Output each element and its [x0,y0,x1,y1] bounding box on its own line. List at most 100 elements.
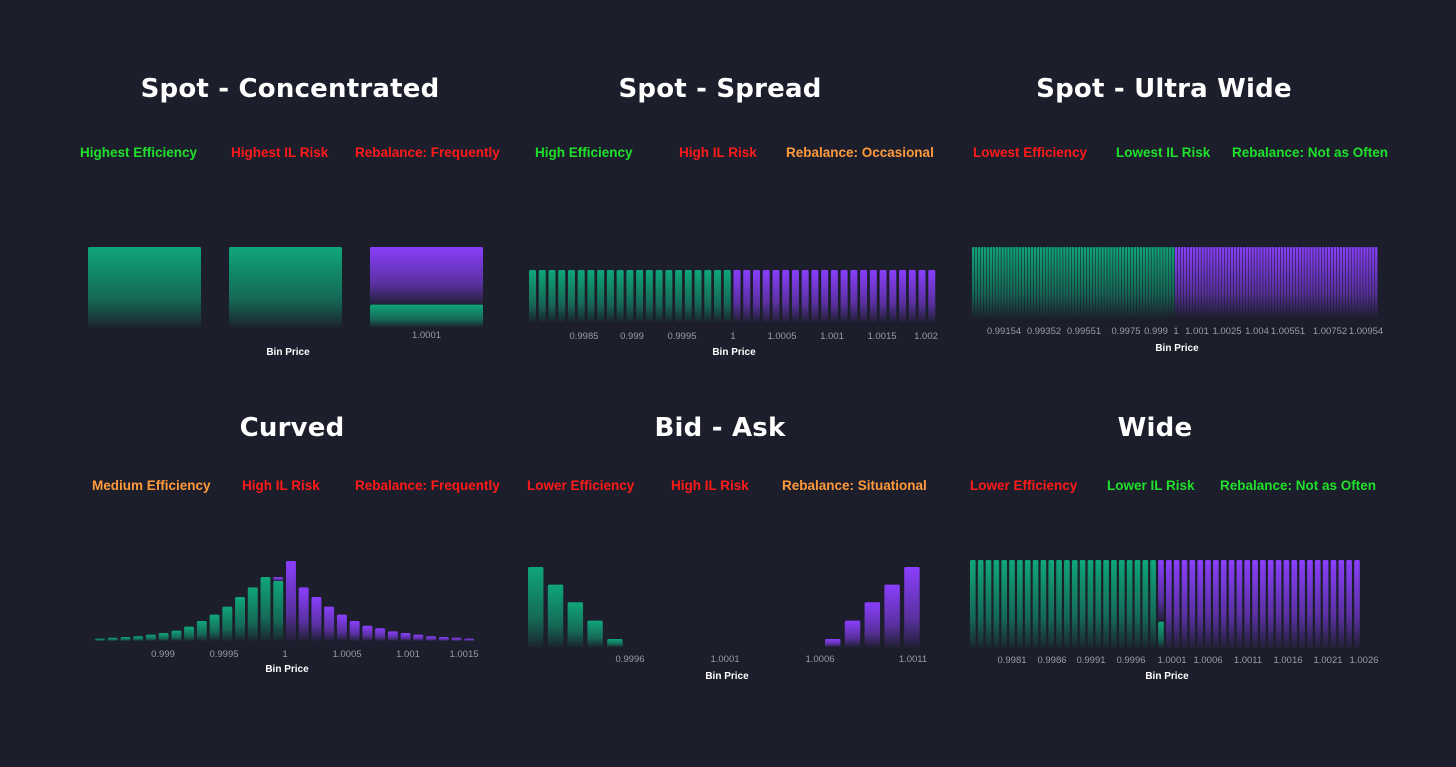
bar-purple [762,270,770,322]
bar-green [1071,560,1078,648]
bar-purple [311,597,322,641]
bar-purple [1283,560,1290,648]
bar-green [558,270,566,322]
bar-purple [733,270,741,322]
bar-green [1024,247,1028,317]
bar-purple [1351,247,1354,317]
x-tick-label: 1.001 [820,331,844,342]
bar-green [1048,247,1051,317]
x-tick-label: 1.0011 [1234,655,1262,666]
chart-spot-concentrated: 1.0001 Bin Price [88,247,483,358]
bar-purple [899,270,907,322]
x-tick-label: 1.00954 [1349,326,1383,337]
bar-green [626,270,634,322]
x-tick-label: 0.9996 [615,654,644,665]
bar-purple [1307,560,1313,648]
x-axis-label: Bin Price [1145,671,1189,682]
chart-wide: 0.9981 0.9986 0.9991 0.9996 1.0001 1.0006 1.00… [970,560,1379,682]
bar-purple [889,270,897,322]
bar-purple [1236,560,1243,648]
tag-efficiency: High Efficiency [535,145,633,160]
bar-purple [904,567,920,647]
tag-rebalance: Rebalance: Occasional [786,145,934,160]
bar-green [196,621,207,641]
bar-purple [1310,247,1313,317]
bar-green [1160,247,1163,317]
bar-purple [1292,247,1296,317]
x-tick-label: 1 [1173,326,1178,337]
bar-green [209,614,220,641]
bar-green [1166,247,1169,317]
tag-il-risk: Lowest IL Risk [1116,145,1211,160]
x-axis-label: Bin Price [705,671,749,682]
bar-green [567,270,575,322]
bar-green [1057,247,1060,317]
x-tick-label: 0.9995 [667,331,696,342]
bar-green [1064,560,1070,648]
bar-purple [1252,560,1258,648]
bar-purple [362,625,373,641]
bar-purple [1186,247,1190,317]
bar-green [1095,560,1102,648]
x-tick-label: 0.9986 [1037,655,1066,666]
bar-green [983,247,987,317]
bar-purple [1291,560,1298,648]
x-tick-label: 1 [730,331,735,342]
bar-purple [1195,247,1198,317]
bar-purple [1277,247,1281,317]
bar-purple [1230,247,1234,317]
bar-green [1092,247,1095,317]
x-tick-label: 1.0005 [332,649,361,660]
bar-green [1013,247,1016,317]
bar-green [1007,247,1010,317]
bar-green [998,247,1001,317]
bar-purple [1333,247,1337,317]
bar-green [1089,247,1093,317]
bar-green [1074,247,1078,317]
panel-title: Bid - Ask [654,413,786,443]
bar-purple [1301,247,1304,317]
tag-il-risk: Highest IL Risk [231,145,329,160]
bar-purple [1205,560,1211,648]
bar-green [694,270,702,322]
tag-efficiency: Lower Efficiency [970,478,1078,493]
bar-purple [1280,247,1284,317]
bar-purple [1227,247,1231,317]
bar-purple [1307,247,1310,317]
bar-green [260,577,271,641]
tag-rebalance: Rebalance: Frequently [355,145,500,160]
bar-green [120,637,131,641]
x-axis-label: Bin Price [265,664,309,675]
x-tick-label: 0.9995 [209,649,238,660]
bar-green [1157,247,1160,317]
x-tick-label: 0.999 [151,649,175,660]
bar-purple [1254,247,1257,317]
bar-purple [801,270,809,322]
bar-purple [811,270,819,322]
bar-green [95,638,105,641]
bar-green [1116,247,1119,317]
tag-rebalance: Rebalance: Not as Often [1232,145,1389,160]
x-tick-label: 1.004 [1245,326,1269,337]
bar-green [636,270,644,322]
bar-green [989,247,992,317]
bar-green [1024,560,1031,648]
x-tick-label: 1.002 [914,331,938,342]
bar-green [1033,247,1037,317]
bar-purple [273,577,284,581]
bar-purple [772,270,780,322]
bar-purple [791,270,799,322]
bar-green [1133,247,1137,317]
bar-purple [1225,247,1228,317]
bar-purple [1336,247,1340,317]
bar-purple [1345,247,1348,317]
bar-purple [884,584,900,647]
x-tick-label: 1.00551 [1271,326,1305,337]
bar-green [587,270,595,322]
x-tick-label: 1.0026 [1349,655,1378,666]
bar-green [247,587,258,641]
x-tick-label: 1.0011 [899,654,927,665]
bar-purple [1204,247,1207,317]
bar-green [1158,621,1164,648]
bar-purple [1197,560,1204,648]
